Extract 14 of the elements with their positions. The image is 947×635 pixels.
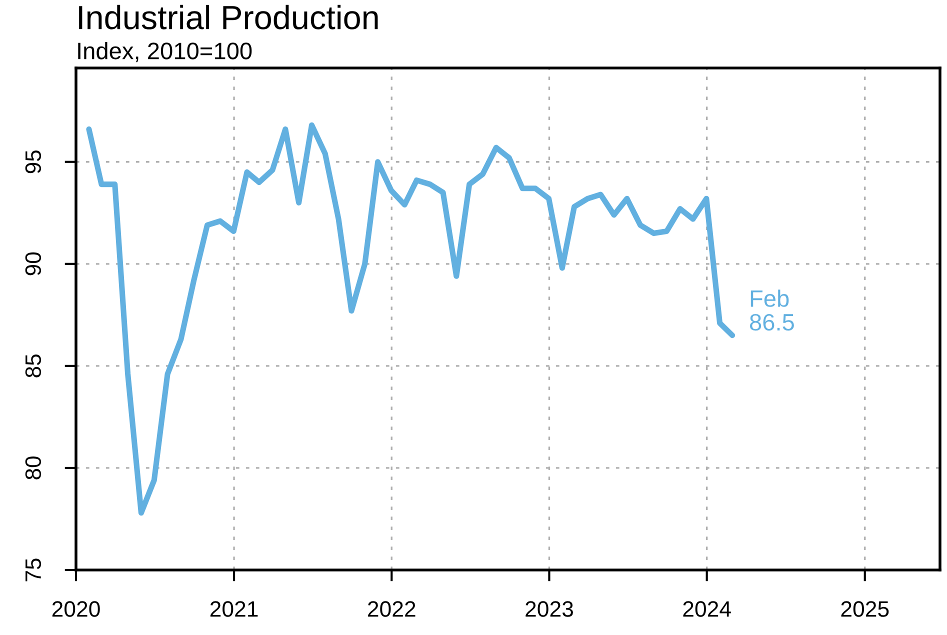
y-tick-label: 75: [26, 558, 42, 582]
y-tick-label: 90: [25, 252, 42, 276]
y-tick-label: 95: [25, 150, 42, 174]
chart-subtitle: Index, 2010=100: [78, 42, 252, 62]
x-tick-label: 2024: [683, 601, 731, 617]
annotation: Feb 86.5: [750, 290, 794, 331]
y-tick-label: 80: [25, 456, 42, 480]
x-tick-label: 2023: [526, 601, 573, 617]
x-tick-label: 2022: [368, 601, 416, 617]
y-tick-label: 85: [25, 354, 42, 378]
x-tick-label: 2025: [841, 601, 889, 617]
x-tick-label: 2020: [52, 601, 100, 617]
x-tick-label: 2021: [210, 601, 258, 617]
chart-title: Industrial Production: [79, 4, 378, 30]
